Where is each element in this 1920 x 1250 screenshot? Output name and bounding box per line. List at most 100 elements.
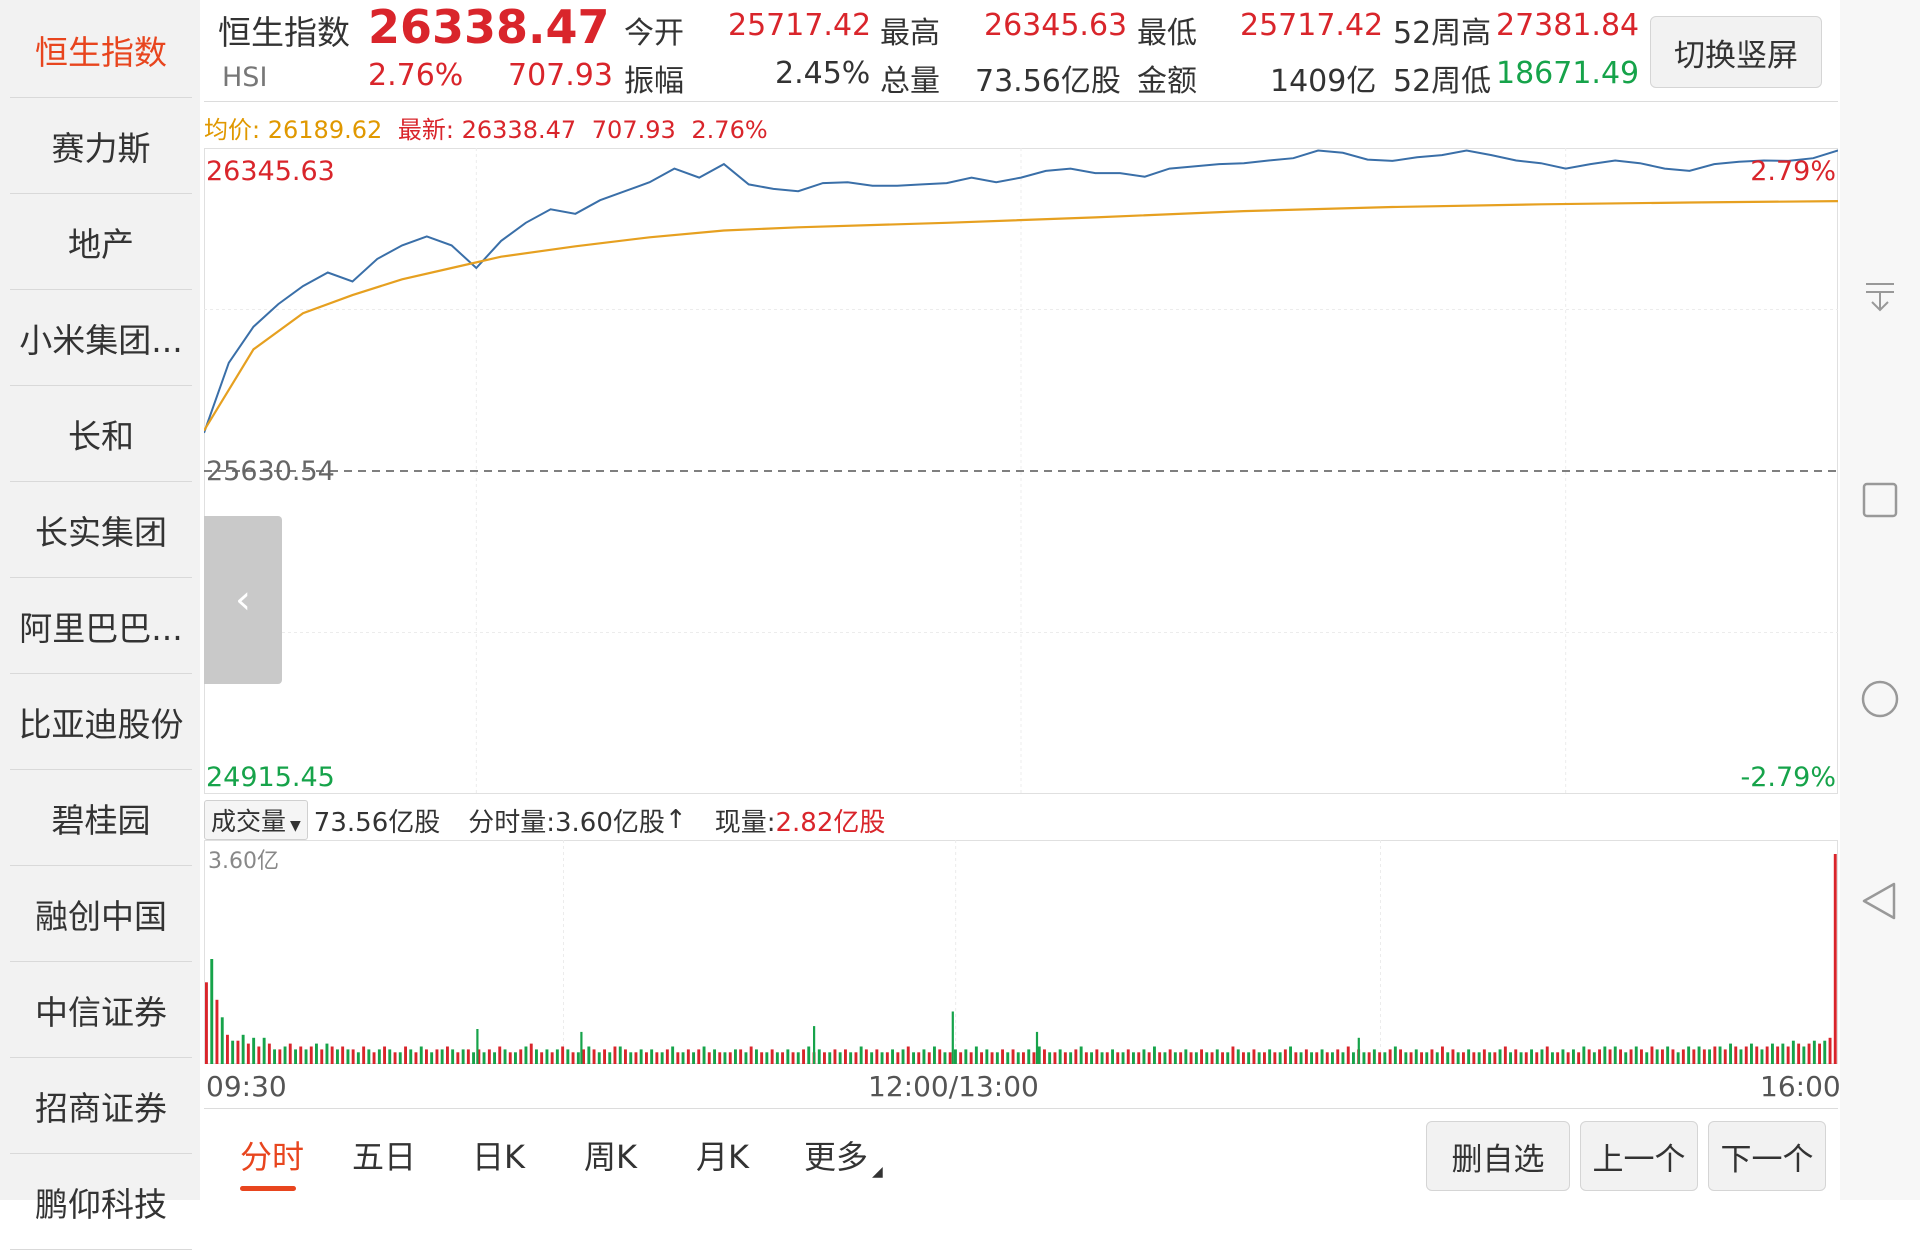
volume-bar	[514, 1052, 517, 1064]
tab-weekly-k[interactable]: 周K	[584, 1138, 637, 1176]
volume-bar	[1315, 1052, 1319, 1064]
volume-bar	[686, 1049, 690, 1064]
volume-bar	[1022, 1052, 1025, 1064]
volume-bar	[1372, 1049, 1376, 1064]
volume-bar	[351, 1049, 355, 1064]
volume-bar	[943, 1052, 947, 1064]
volume-bar	[576, 1052, 580, 1064]
sidebar-item-11[interactable]: 招商证券	[10, 1058, 192, 1154]
sidebar-item-label: 长实集团	[35, 512, 167, 552]
sidebar-item-6[interactable]: 阿里巴巴...	[10, 578, 192, 674]
volume-bar	[1818, 1043, 1821, 1064]
volume-bar	[1582, 1046, 1586, 1064]
volume-bar	[283, 1046, 287, 1064]
volume-bar	[1451, 1049, 1455, 1064]
next-stock-button[interactable]: 下一个	[1708, 1121, 1826, 1191]
collapse-down-icon[interactable]	[1840, 276, 1920, 316]
volume-bar	[1797, 1043, 1801, 1064]
volume-bar	[870, 1052, 874, 1064]
volume-bar	[891, 1049, 894, 1064]
volume-bar	[938, 1049, 942, 1064]
sidebar-item-0[interactable]: 恒生指数	[10, 2, 192, 98]
tab-daily-k[interactable]: 日K	[472, 1138, 525, 1176]
volume-bar	[1179, 1052, 1183, 1064]
volume-bar	[582, 1049, 585, 1064]
volume-bar	[519, 1049, 523, 1064]
volume-bar	[1409, 1052, 1413, 1064]
volume-bar	[1388, 1049, 1392, 1064]
legend-change-pct: 2.76%	[691, 116, 768, 144]
sidebar-item-label: 地产	[68, 224, 134, 264]
volume-bar	[1147, 1052, 1151, 1064]
sidebar-item-5[interactable]: 长实集团	[10, 482, 192, 578]
volume-bar	[383, 1046, 386, 1064]
sidebar-item-10[interactable]: 中信证券	[10, 962, 192, 1058]
volume-bar	[1001, 1049, 1004, 1064]
volume-bar	[210, 959, 214, 1064]
back-triangle-icon[interactable]	[1840, 880, 1920, 922]
volume-bar	[1556, 1052, 1560, 1064]
volume-bar	[262, 1037, 266, 1064]
volume-bar-chart[interactable]: 3.60亿	[204, 840, 1838, 1064]
volume-bar	[1509, 1052, 1512, 1064]
volume-spike-bar	[1357, 1037, 1360, 1064]
tab-monthly-k[interactable]: 月K	[696, 1138, 749, 1176]
volume-bar	[1084, 1052, 1088, 1064]
volume-bar	[524, 1046, 528, 1064]
tab-five-day[interactable]: 五日	[352, 1138, 417, 1176]
sidebar-item-1[interactable]: 赛力斯	[10, 98, 192, 194]
volume-indicator-select[interactable]: 成交量 ▼	[204, 800, 308, 840]
remove-watchlist-button[interactable]: 删自选	[1426, 1121, 1570, 1191]
volume-bar	[409, 1049, 413, 1064]
volume-bar	[236, 1040, 240, 1064]
sidebar-item-7[interactable]: 比亚迪股份	[10, 674, 192, 770]
volume-bar	[1750, 1043, 1753, 1064]
open-label: 今开	[624, 16, 684, 51]
volume-bar	[1598, 1049, 1601, 1064]
tab-more[interactable]: 更多	[804, 1138, 869, 1176]
switch-portrait-button[interactable]: 切换竖屏	[1650, 16, 1822, 88]
volume-bar	[1420, 1052, 1423, 1064]
latest-label: 最新:	[397, 116, 454, 144]
volume-bar	[1446, 1052, 1450, 1064]
volume-bar	[1184, 1049, 1188, 1064]
volume-bar	[969, 1052, 973, 1064]
sidebar-item-label: 小米集团...	[19, 320, 183, 360]
volume-bar	[807, 1046, 811, 1064]
sidebar-item-4[interactable]: 长和	[10, 386, 192, 482]
sidebar-item-2[interactable]: 地产	[10, 194, 192, 290]
y-min-label: 24915.45	[206, 762, 335, 793]
prev-stock-button[interactable]: 上一个	[1580, 1121, 1698, 1191]
volume-bar	[922, 1049, 926, 1064]
square-icon[interactable]	[1840, 480, 1920, 520]
circle-icon[interactable]	[1840, 678, 1920, 720]
volume-bar	[550, 1052, 554, 1064]
collapse-sidebar-handle[interactable]: ‹	[204, 516, 282, 684]
volume-bar	[1577, 1052, 1581, 1064]
y-max-label: 26345.63	[206, 156, 335, 187]
volume-bar	[487, 1049, 491, 1064]
minute-volume-value: 3.60亿股	[555, 807, 665, 838]
sidebar-item-9[interactable]: 融创中国	[10, 866, 192, 962]
sidebar-item-8[interactable]: 碧桂园	[10, 770, 192, 866]
intraday-price-chart[interactable]: 26345.63 25630.54 24915.45 2.79% -2.79%	[204, 148, 1838, 794]
volume-bar	[802, 1049, 805, 1064]
tab-intraday[interactable]: 分时	[240, 1138, 305, 1176]
volume-bar	[671, 1046, 675, 1064]
index-code: HSI	[222, 62, 268, 93]
volume-bar	[1383, 1052, 1387, 1064]
sidebar-item-12[interactable]: 鹏仰科技	[10, 1154, 192, 1250]
volume-bar	[629, 1052, 633, 1064]
volume-bar	[508, 1052, 512, 1064]
volume-bar	[540, 1052, 544, 1064]
y-min-pct-label: -2.79%	[1740, 762, 1836, 793]
volume-bar	[906, 1046, 910, 1064]
volume-bar	[267, 1043, 271, 1064]
sidebar-item-3[interactable]: 小米集团...	[10, 290, 192, 386]
volume-bar	[650, 1049, 654, 1064]
index-price: 26338.47	[368, 0, 610, 54]
amount-label: 金额	[1137, 64, 1197, 99]
volume-bar	[1215, 1049, 1219, 1064]
volume-bar	[1435, 1052, 1439, 1064]
volume-bar	[1629, 1049, 1633, 1064]
